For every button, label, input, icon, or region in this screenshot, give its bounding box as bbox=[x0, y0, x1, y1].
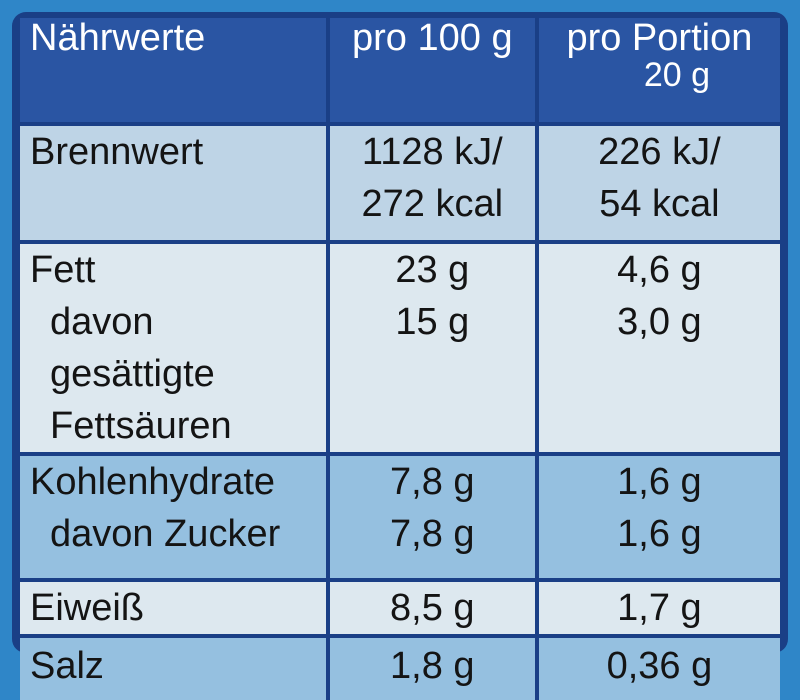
energy-per-100g-kj: 1128 kJ/ bbox=[361, 131, 503, 173]
table-row-protein: Eiweiß 8,5 g 1,7 g bbox=[20, 578, 780, 636]
row-label-salt: Salz bbox=[20, 634, 330, 700]
energy-per-100g: 1128 kJ/ 272 kcal bbox=[327, 122, 539, 242]
energy-per-portion-kj: 226 kJ/ bbox=[598, 131, 721, 173]
header-per-portion: pro Portion 20 g bbox=[536, 17, 780, 124]
protein-per-portion: 1,7 g bbox=[536, 578, 780, 636]
row-label-saturated-2: Fettsäuren bbox=[50, 405, 232, 447]
carb-per-portion-cell: 1,6 g 1,6 g bbox=[536, 452, 780, 580]
row-label-saturated-1: davon gesättigte bbox=[50, 301, 215, 395]
carb-per-100g: 7,8 g bbox=[390, 461, 475, 503]
sugar-per-100g: 7,8 g bbox=[390, 513, 475, 555]
row-label-energy: Brennwert bbox=[20, 122, 330, 242]
carb-label-cell: Kohlenhydrate davon Zucker bbox=[20, 452, 330, 580]
table-row-salt: Salz 1,8 g 0,36 g bbox=[20, 634, 780, 700]
header-portion-size: 20 g bbox=[643, 56, 710, 94]
energy-per-portion: 226 kJ/ 54 kcal bbox=[536, 122, 780, 242]
header-nutrients: Nährwerte bbox=[20, 18, 330, 124]
carb-per-100g-cell: 7,8 g 7,8 g bbox=[327, 452, 539, 580]
salt-per-portion: 0,36 g bbox=[536, 634, 780, 700]
fat-per-100g-cell: 23 g 15 g bbox=[327, 240, 539, 454]
table-row-fat: Fett davon gesättigte Fettsäuren 23 g 15… bbox=[20, 240, 780, 454]
row-label-carbohydrates: Kohlenhydrate bbox=[30, 461, 276, 503]
energy-per-portion-kcal: 54 kcal bbox=[599, 183, 720, 225]
sugar-per-portion: 1,6 g bbox=[617, 513, 702, 555]
fat-per-100g: 23 g bbox=[395, 249, 470, 291]
energy-per-100g-kcal: 272 kcal bbox=[361, 183, 504, 225]
nutrition-table: Nährwerte pro 100 g pro Portion 20 g Bre… bbox=[20, 18, 780, 700]
saturated-per-100g: 15 g bbox=[395, 301, 470, 343]
table-row-energy: Brennwert 1128 kJ/ 272 kcal 226 kJ/ 54 k… bbox=[20, 122, 780, 242]
fat-per-portion-cell: 4,6 g 3,0 g bbox=[536, 240, 780, 454]
nutrition-facts-panel: Nährwerte pro 100 g pro Portion 20 g Bre… bbox=[12, 12, 788, 700]
row-label-protein: Eiweiß bbox=[20, 578, 330, 636]
header-per-portion-label: pro Portion bbox=[566, 17, 753, 59]
fat-per-portion: 4,6 g bbox=[617, 249, 702, 291]
table-header-row: Nährwerte pro 100 g pro Portion 20 g bbox=[20, 18, 780, 124]
table-row-carbohydrates: Kohlenhydrate davon Zucker 7,8 g 7,8 g 1… bbox=[20, 452, 780, 580]
saturated-per-portion: 3,0 g bbox=[617, 301, 702, 343]
carb-per-portion: 1,6 g bbox=[617, 461, 702, 503]
salt-per-100g: 1,8 g bbox=[327, 634, 539, 700]
header-per-100g: pro 100 g bbox=[327, 18, 539, 124]
row-label-fat: Fett bbox=[30, 249, 96, 291]
row-label-sugar: davon Zucker bbox=[50, 513, 281, 555]
protein-per-100g: 8,5 g bbox=[327, 578, 539, 636]
fat-label-cell: Fett davon gesättigte Fettsäuren bbox=[20, 240, 330, 454]
